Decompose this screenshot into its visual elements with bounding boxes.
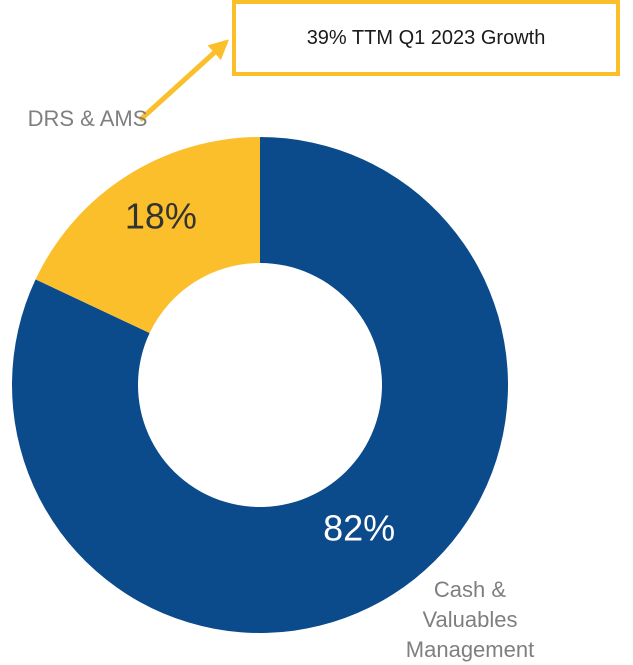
annotation: 39% TTM Q1 2023 Growth — [232, 0, 620, 76]
category-label: DRS & AMS — [27, 106, 148, 131]
category-label: Cash & Valuables Management — [405, 577, 535, 662]
donut-slice — [35, 137, 260, 334]
value-label: 18% — [125, 195, 197, 236]
value-label: 82% — [323, 508, 395, 549]
annotation-arrow — [138, 39, 229, 122]
donut-slice — [12, 137, 509, 633]
